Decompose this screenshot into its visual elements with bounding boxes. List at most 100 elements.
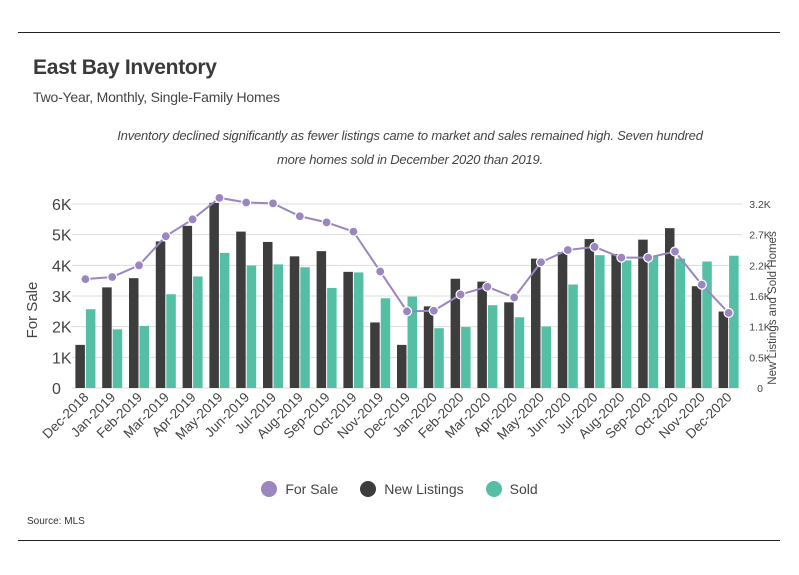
- bar-new-listings: [504, 302, 514, 388]
- chart-note-line-2: more homes sold in December 2020 than 20…: [276, 152, 543, 167]
- point-for-sale: [562, 244, 573, 256]
- right-tick-label: 0: [757, 383, 763, 395]
- chart-title: East Bay Inventory: [33, 56, 217, 79]
- bar-sold: [568, 284, 578, 388]
- bar-new-listings: [397, 344, 407, 388]
- bar-new-listings: [155, 241, 166, 388]
- bar-sold: [541, 326, 551, 388]
- bar-sold: [112, 329, 123, 388]
- bar-sold: [407, 296, 417, 388]
- right-tick-label: 2.2K: [749, 260, 771, 272]
- bar-new-listings: [423, 306, 434, 388]
- legend-item-sold[interactable]: Sold: [485, 481, 538, 497]
- bar-sold: [219, 252, 230, 388]
- bar-new-listings: [182, 225, 193, 388]
- bottom-rule: [18, 540, 780, 541]
- bar-sold: [595, 255, 605, 388]
- bar-new-listings: [75, 344, 85, 388]
- point-for-sale: [696, 279, 707, 290]
- point-for-sale: [669, 246, 681, 257]
- left-tick-label: 0: [52, 381, 61, 398]
- point-for-sale: [723, 307, 734, 318]
- bar-sold: [729, 255, 739, 388]
- point-for-sale: [187, 214, 198, 225]
- point-for-sale: [133, 260, 145, 271]
- point-for-sale: [214, 192, 225, 203]
- bar-sold: [166, 294, 176, 388]
- left-tick-label: 3K: [52, 289, 72, 306]
- bar-new-listings: [611, 254, 621, 388]
- right-tick-label: 0.5K: [749, 352, 771, 364]
- point-for-sale: [455, 289, 466, 300]
- bar-new-listings: [557, 252, 568, 388]
- point-for-sale: [241, 197, 252, 208]
- point-for-sale: [643, 252, 654, 263]
- bar-new-listings: [665, 228, 675, 388]
- bar-sold: [246, 265, 257, 388]
- legend-swatch-new-listings: [360, 481, 377, 497]
- bar-sold: [461, 327, 471, 388]
- bar-sold: [648, 256, 659, 388]
- legend-label-new-listings: New Listings: [384, 481, 464, 497]
- bar-new-listings: [289, 256, 300, 388]
- bar-new-listings: [584, 239, 595, 388]
- point-for-sale: [375, 266, 386, 277]
- bar-new-listings: [343, 271, 353, 388]
- bar-sold: [139, 325, 149, 388]
- bar-new-listings: [102, 287, 112, 388]
- point-for-sale: [294, 211, 305, 222]
- bar-new-listings: [450, 278, 461, 388]
- bar-sold: [273, 264, 283, 388]
- bar-sold: [621, 260, 632, 388]
- bar-sold: [353, 272, 364, 388]
- bar-new-listings: [638, 239, 648, 388]
- legend-swatch-for-sale: [261, 481, 278, 497]
- bar-sold: [487, 305, 498, 388]
- top-rule: [18, 32, 780, 33]
- point-for-sale: [267, 198, 279, 209]
- bar-new-listings: [236, 231, 246, 388]
- legend-label-for-sale: For Sale: [285, 481, 339, 497]
- point-for-sale: [80, 274, 91, 285]
- bar-new-listings: [209, 202, 219, 388]
- point-for-sale: [107, 271, 118, 283]
- bar-new-listings: [718, 311, 729, 388]
- point-for-sale: [482, 281, 493, 292]
- bar-sold: [702, 261, 712, 388]
- left-tick-label: 1K: [52, 350, 72, 367]
- chart-subtitle: Two-Year, Monthly, Single-Family Homes: [33, 89, 280, 105]
- bar-sold: [675, 258, 685, 388]
- right-axis-label: New Listings and Sold Homes: [767, 231, 779, 385]
- bar-new-listings: [129, 278, 139, 388]
- legend-item-new-listings[interactable]: New Listings: [360, 481, 464, 497]
- source-note: Source: MLS: [27, 516, 85, 527]
- legend-label-sold: Sold: [509, 481, 538, 497]
- legend-swatch-sold: [485, 481, 502, 497]
- point-for-sale: [589, 241, 600, 253]
- left-axis-label: For Sale: [24, 282, 41, 339]
- left-tick-label: 2K: [52, 320, 72, 337]
- legend-item-for-sale[interactable]: For Sale: [261, 481, 338, 497]
- bar-new-listings: [316, 251, 327, 388]
- right-tick-label: 3.2K: [749, 199, 771, 211]
- point-for-sale: [401, 306, 413, 317]
- point-for-sale: [321, 217, 332, 228]
- left-tick-label: 5K: [52, 228, 72, 245]
- bar-sold: [85, 309, 96, 388]
- bar-new-listings: [531, 258, 541, 388]
- bar-sold: [434, 328, 444, 388]
- point-for-sale: [616, 252, 627, 263]
- right-tick-label: 1.1K: [749, 322, 771, 334]
- point-for-sale: [535, 257, 547, 268]
- bar-new-listings: [477, 281, 487, 388]
- point-for-sale: [348, 226, 359, 237]
- right-tick-label: 2.7K: [749, 230, 771, 242]
- bar-new-listings: [370, 322, 380, 388]
- chart-note-line-1: Inventory declined significantly as fewe…: [117, 128, 703, 143]
- point-for-sale: [509, 292, 520, 303]
- bar-sold: [514, 317, 525, 388]
- bar-sold: [327, 287, 337, 388]
- right-tick-label: 1.6K: [749, 291, 771, 303]
- bar-sold: [300, 267, 310, 388]
